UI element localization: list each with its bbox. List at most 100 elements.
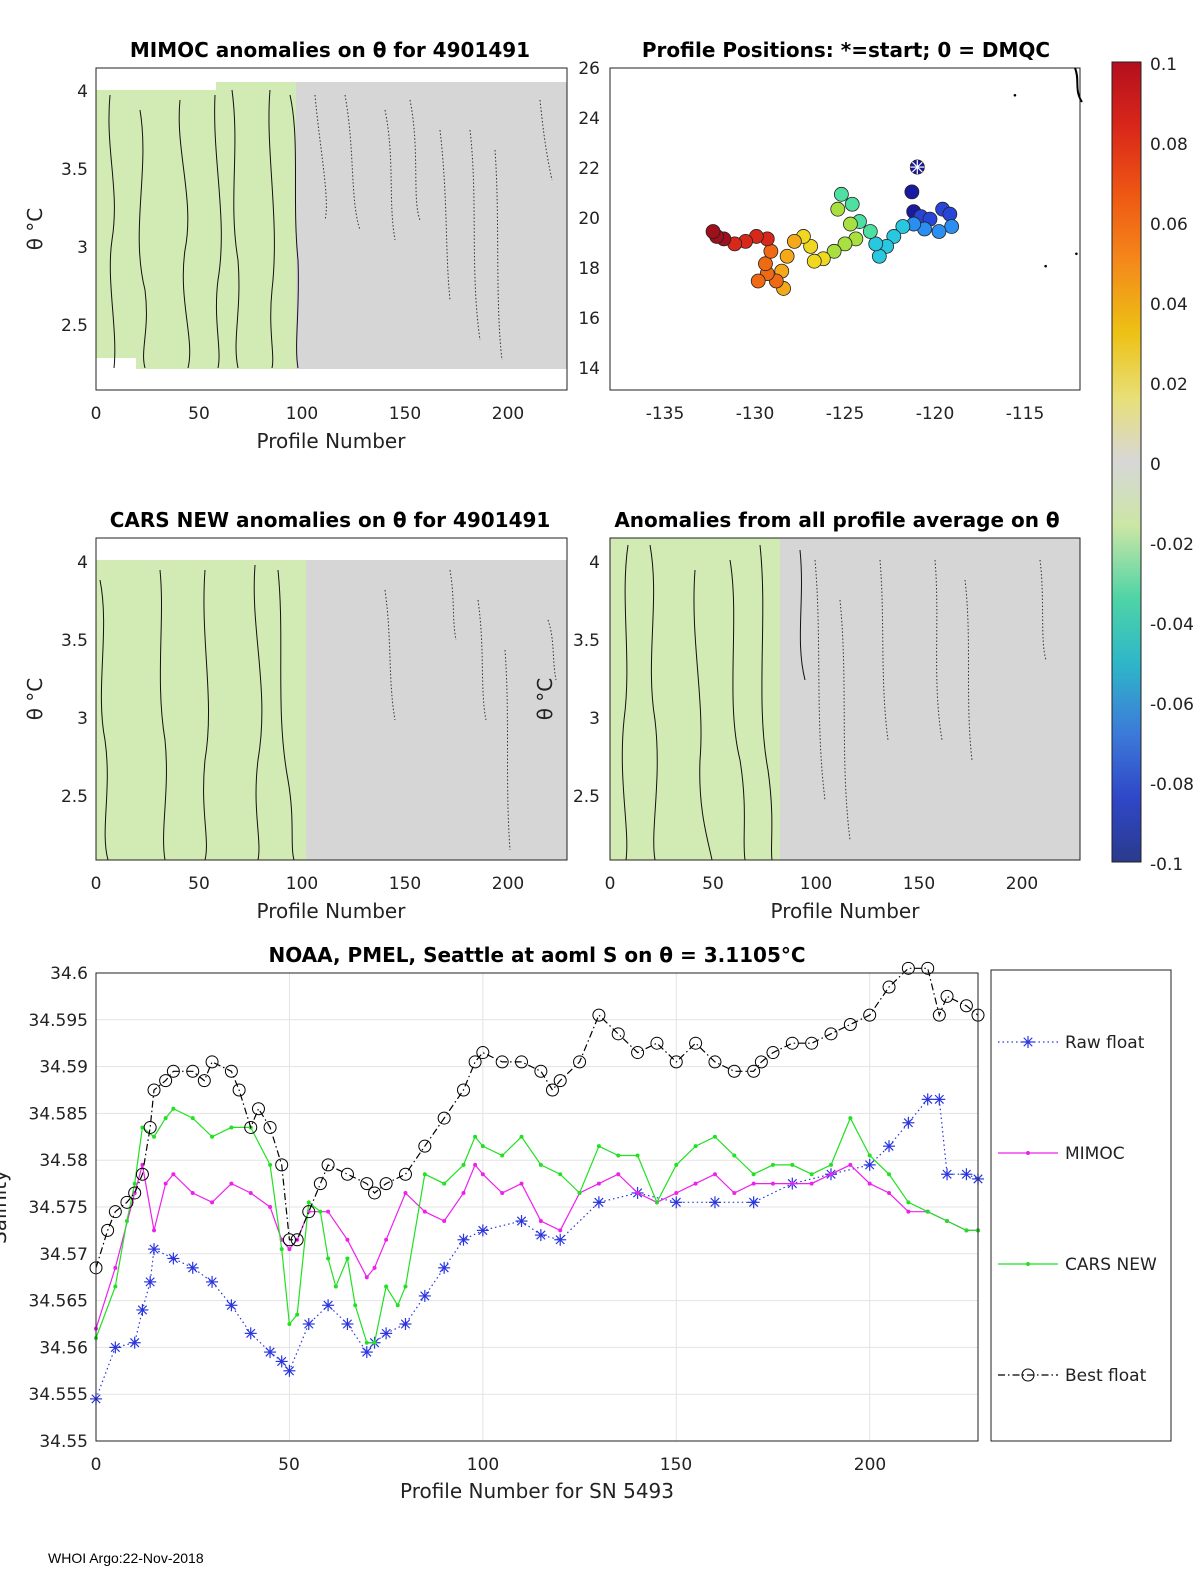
series-point [380, 1327, 393, 1340]
series-point [558, 1172, 563, 1177]
series-point [140, 1162, 145, 1167]
series-point [473, 1134, 478, 1139]
colorbar-ticks: 0.1 0.08 0.06 0.04 0.02 0 -0.02 -0.04 -0… [1150, 55, 1194, 875]
series-point [596, 1181, 601, 1186]
series-point [124, 1219, 129, 1224]
series-point [384, 1237, 389, 1242]
cars-panel: CARS NEW anomalies on θ for 4901491 4 3.… [23, 508, 568, 923]
salinity-panel: NOAA, PMEL, Seattle at aoml S on θ = 3.1… [0, 943, 1172, 1503]
mimoc-blank-top [96, 80, 216, 90]
series-point [538, 1162, 543, 1167]
series-point [785, 1036, 799, 1050]
series-point [109, 1341, 122, 1354]
avg-green-band [610, 538, 780, 860]
series-point [519, 1181, 524, 1186]
colorbar-tick: 0.06 [1150, 215, 1188, 235]
series-point [287, 1322, 292, 1326]
cars-xtick: 100 [286, 874, 318, 894]
colorbar: 0.1 0.08 0.06 0.04 0.02 0 -0.02 -0.04 -0… [1111, 55, 1194, 875]
series-point [932, 1008, 946, 1022]
series-point [500, 1190, 505, 1195]
mimoc-x-ticks: 0 50 100 150 200 [91, 404, 525, 424]
salinity-title: NOAA, PMEL, Seattle at aoml S on θ = 3.1… [268, 943, 805, 967]
series-point [468, 1055, 482, 1069]
series-point [128, 1336, 141, 1349]
series-point [224, 1064, 238, 1078]
mimoc-xtick: 150 [389, 404, 421, 424]
series-point [422, 1209, 427, 1214]
series-point [933, 1093, 946, 1106]
series-point [268, 1205, 273, 1209]
series-point [495, 1055, 509, 1069]
series-point [754, 1055, 768, 1069]
series-point [592, 1196, 605, 1209]
colorbar-tick: -0.06 [1150, 695, 1194, 715]
series-point [159, 1074, 173, 1088]
series-point [476, 1046, 490, 1060]
positions-ytick: 24 [578, 109, 600, 129]
series-point [197, 1074, 211, 1088]
series-point [244, 1120, 258, 1134]
series-point [708, 1196, 721, 1209]
series-line-3 [95, 967, 979, 1268]
series-point [829, 1172, 833, 1177]
series-point [306, 1200, 311, 1205]
series-point [476, 1224, 489, 1237]
series-point [863, 1158, 876, 1171]
track-point [895, 219, 911, 234]
series-point [770, 1162, 775, 1167]
cars-xtick: 50 [188, 874, 210, 894]
series-point [152, 1134, 157, 1139]
series-point [128, 1186, 142, 1200]
colorbar-tick: 0.02 [1150, 375, 1188, 395]
series-point [290, 1233, 304, 1247]
colorbar-tick: -0.04 [1150, 615, 1194, 635]
avg-xtick: 0 [605, 874, 616, 894]
positions-coast [1074, 67, 1083, 103]
salinity-xtick: 100 [467, 1455, 499, 1475]
series-point [163, 1116, 168, 1121]
salinity-legend [990, 969, 1172, 1442]
series-point [152, 1228, 157, 1233]
series-point [882, 980, 896, 994]
series-point [186, 1261, 199, 1274]
series-point [577, 1190, 582, 1195]
avg-axes-box [609, 537, 1081, 861]
track-point [871, 248, 887, 264]
avg-ylabel: θ °C [533, 678, 557, 721]
series-point [674, 1190, 679, 1195]
track-point [830, 201, 846, 217]
series-point [867, 1181, 872, 1186]
avg-title: Anomalies from all profile average on θ [614, 508, 1059, 532]
colorbar-tick: 0.04 [1150, 295, 1188, 315]
series-point [167, 1252, 180, 1265]
series-point [147, 1083, 161, 1097]
avg-ytick: 3.5 [573, 631, 600, 651]
series-line-2 [95, 1107, 978, 1344]
series-point [442, 1219, 447, 1224]
series-point [302, 1318, 315, 1330]
salinity-series [89, 961, 985, 1405]
avg-xtick: 150 [903, 874, 935, 894]
cars-xtick: 200 [492, 874, 524, 894]
cars-title: CARS NEW anomalies on θ for 4901491 [110, 508, 551, 532]
cars-xtick: 150 [389, 874, 421, 894]
series-point [964, 1228, 969, 1233]
series-point [275, 1158, 289, 1172]
series-point [287, 1247, 292, 1252]
series-point [313, 1177, 327, 1191]
series-point [747, 1196, 760, 1209]
series-point [321, 1158, 335, 1172]
series-point [887, 1172, 892, 1177]
series-point [887, 1190, 892, 1195]
mimoc-ytick: 3 [77, 238, 88, 258]
track-point [862, 224, 878, 239]
series-point [263, 1120, 277, 1134]
cars-green-band [96, 560, 306, 860]
series-point [268, 1162, 273, 1167]
positions-x-ticks: -135 -130 -125 -120 -115 [646, 404, 1045, 424]
series-point [113, 1284, 118, 1289]
series-point [368, 1186, 382, 1200]
series-point [500, 1153, 505, 1158]
series-point [732, 1190, 737, 1195]
